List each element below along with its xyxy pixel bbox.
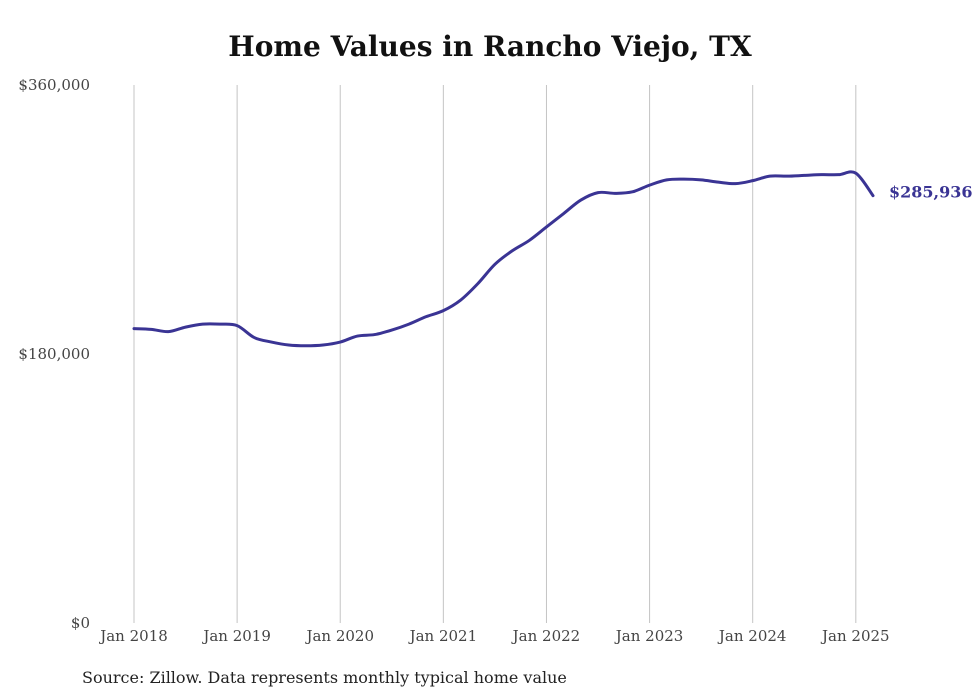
x-tick-label: Jan 2024 (717, 627, 787, 645)
x-tick-label: Jan 2022 (511, 627, 581, 645)
y-tick-label: $0 (71, 614, 90, 632)
axis-labels: Jan 2018 Jan 2019 Jan 2020 Jan 2021 Jan 2022… (18, 76, 889, 645)
y-tick-label: $180,000 (18, 345, 90, 363)
chart-source-note: Source: Zillow. Data represents monthly … (82, 668, 567, 687)
series-layer: $285,936 (132, 170, 973, 348)
grid-layer (133, 85, 857, 623)
end-value-label: $285,936 (889, 183, 973, 202)
home-value-line (132, 170, 875, 348)
y-tick-label: $360,000 (18, 76, 90, 94)
x-tick-label: Jan 2025 (820, 627, 890, 645)
x-tick-label: Jan 2023 (614, 627, 684, 645)
x-tick-label: Jan 2019 (201, 627, 271, 645)
x-tick-label: Jan 2021 (408, 627, 478, 645)
x-tick-label: Jan 2020 (304, 627, 374, 645)
x-tick-label: Jan 2018 (98, 627, 168, 645)
chart-title: Home Values in Rancho Viejo, TX (228, 30, 752, 63)
